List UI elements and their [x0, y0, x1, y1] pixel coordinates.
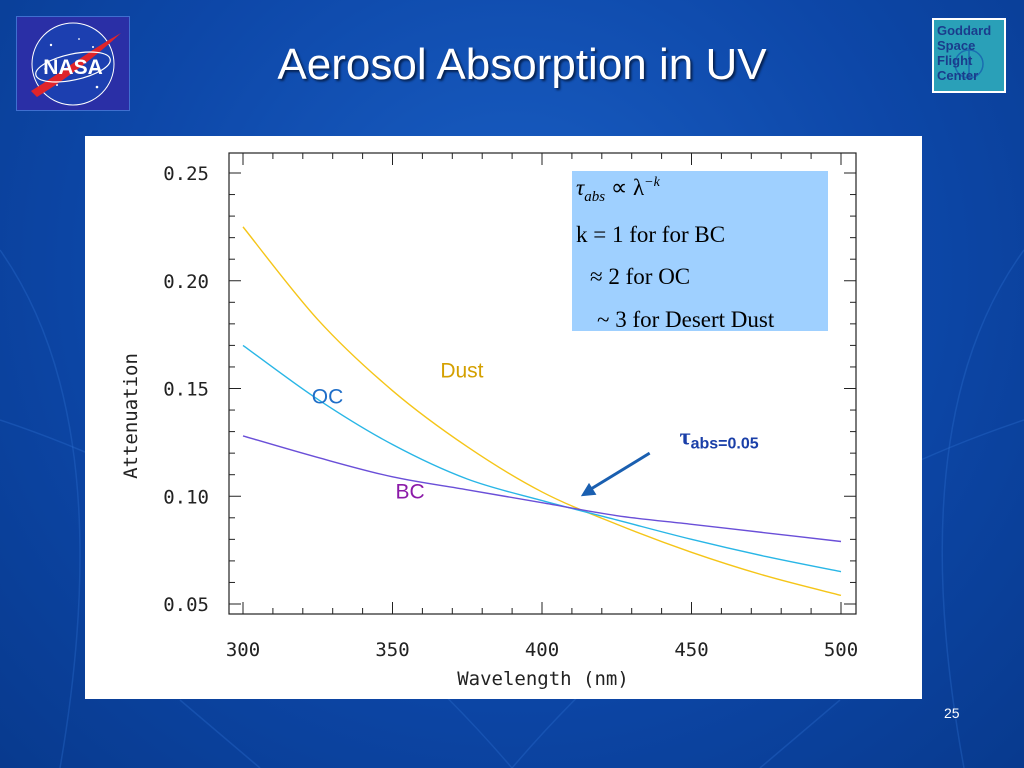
nasa-logo-text: NASA	[43, 56, 103, 79]
y-tick-label: 0.25	[163, 163, 209, 185]
gsfc-line: Space	[937, 38, 976, 53]
nasa-logo: NASA	[16, 16, 130, 111]
formula-box: τabs ∝ λ−k k = 1 for for BC ≈ 2 for OC ~…	[572, 171, 828, 332]
formula-sup: −k	[644, 175, 660, 190]
formula-rest: ∝ λ	[605, 175, 645, 200]
series-label-oc: OC	[312, 386, 344, 409]
series-line-oc	[242, 344, 842, 573]
annotation-arrow-head	[580, 482, 597, 497]
gsfc-line: Goddard	[937, 23, 992, 38]
annotation-arrow-shaft	[588, 451, 651, 492]
gsfc-line: Center	[937, 68, 979, 83]
x-tick-label: 450	[674, 639, 708, 661]
tau-annotation: τabs=0.05	[680, 425, 759, 453]
y-tick-label: 0.10	[163, 486, 209, 508]
y-axis-label: Attenuation	[120, 353, 142, 479]
tau-subscript: abs=0.05	[691, 436, 759, 453]
gsfc-line: Flight	[937, 53, 973, 68]
formula-line-dust: ~ 3 for Desert Dust	[597, 307, 775, 332]
slide-title: Aerosol Absorption in UV	[277, 40, 767, 89]
tau-symbol: τ	[680, 425, 691, 451]
attenuation-chart: 300 350 400 450 500 0.05 0.10 0.15 0.20 0.25 Dust…	[120, 152, 858, 690]
y-tick-label: 0.20	[163, 271, 209, 293]
formula-line-bc: k = 1 for for BC	[576, 222, 725, 247]
x-tick-label: 300	[226, 639, 260, 661]
y-tick-label: 0.15	[163, 379, 209, 401]
plot-panel: 300 350 400 450 500 0.05 0.10 0.15 0.20 0.25 Dust…	[85, 136, 922, 699]
x-tick-label: 400	[525, 639, 559, 661]
x-axis-label: Wavelength (nm)	[457, 668, 629, 690]
svg-text:τabs ∝ λ−k: τabs ∝ λ−k	[576, 175, 661, 205]
x-tick-label: 350	[375, 639, 409, 661]
formula-tau: τ	[576, 175, 585, 200]
y-tick-label: 0.05	[163, 594, 209, 616]
series-label-bc: BC	[395, 480, 424, 503]
x-tick-label: 500	[824, 639, 858, 661]
formula-line-oc: ≈ 2 for OC	[590, 264, 690, 289]
slide-number: 25	[944, 705, 960, 721]
gsfc-logo: Goddard Space Flight Center	[932, 18, 1006, 93]
series-line-dust	[242, 226, 842, 597]
formula-sub: abs	[584, 189, 605, 205]
series-label-dust: Dust	[440, 360, 483, 383]
series-line-bc	[242, 435, 842, 543]
